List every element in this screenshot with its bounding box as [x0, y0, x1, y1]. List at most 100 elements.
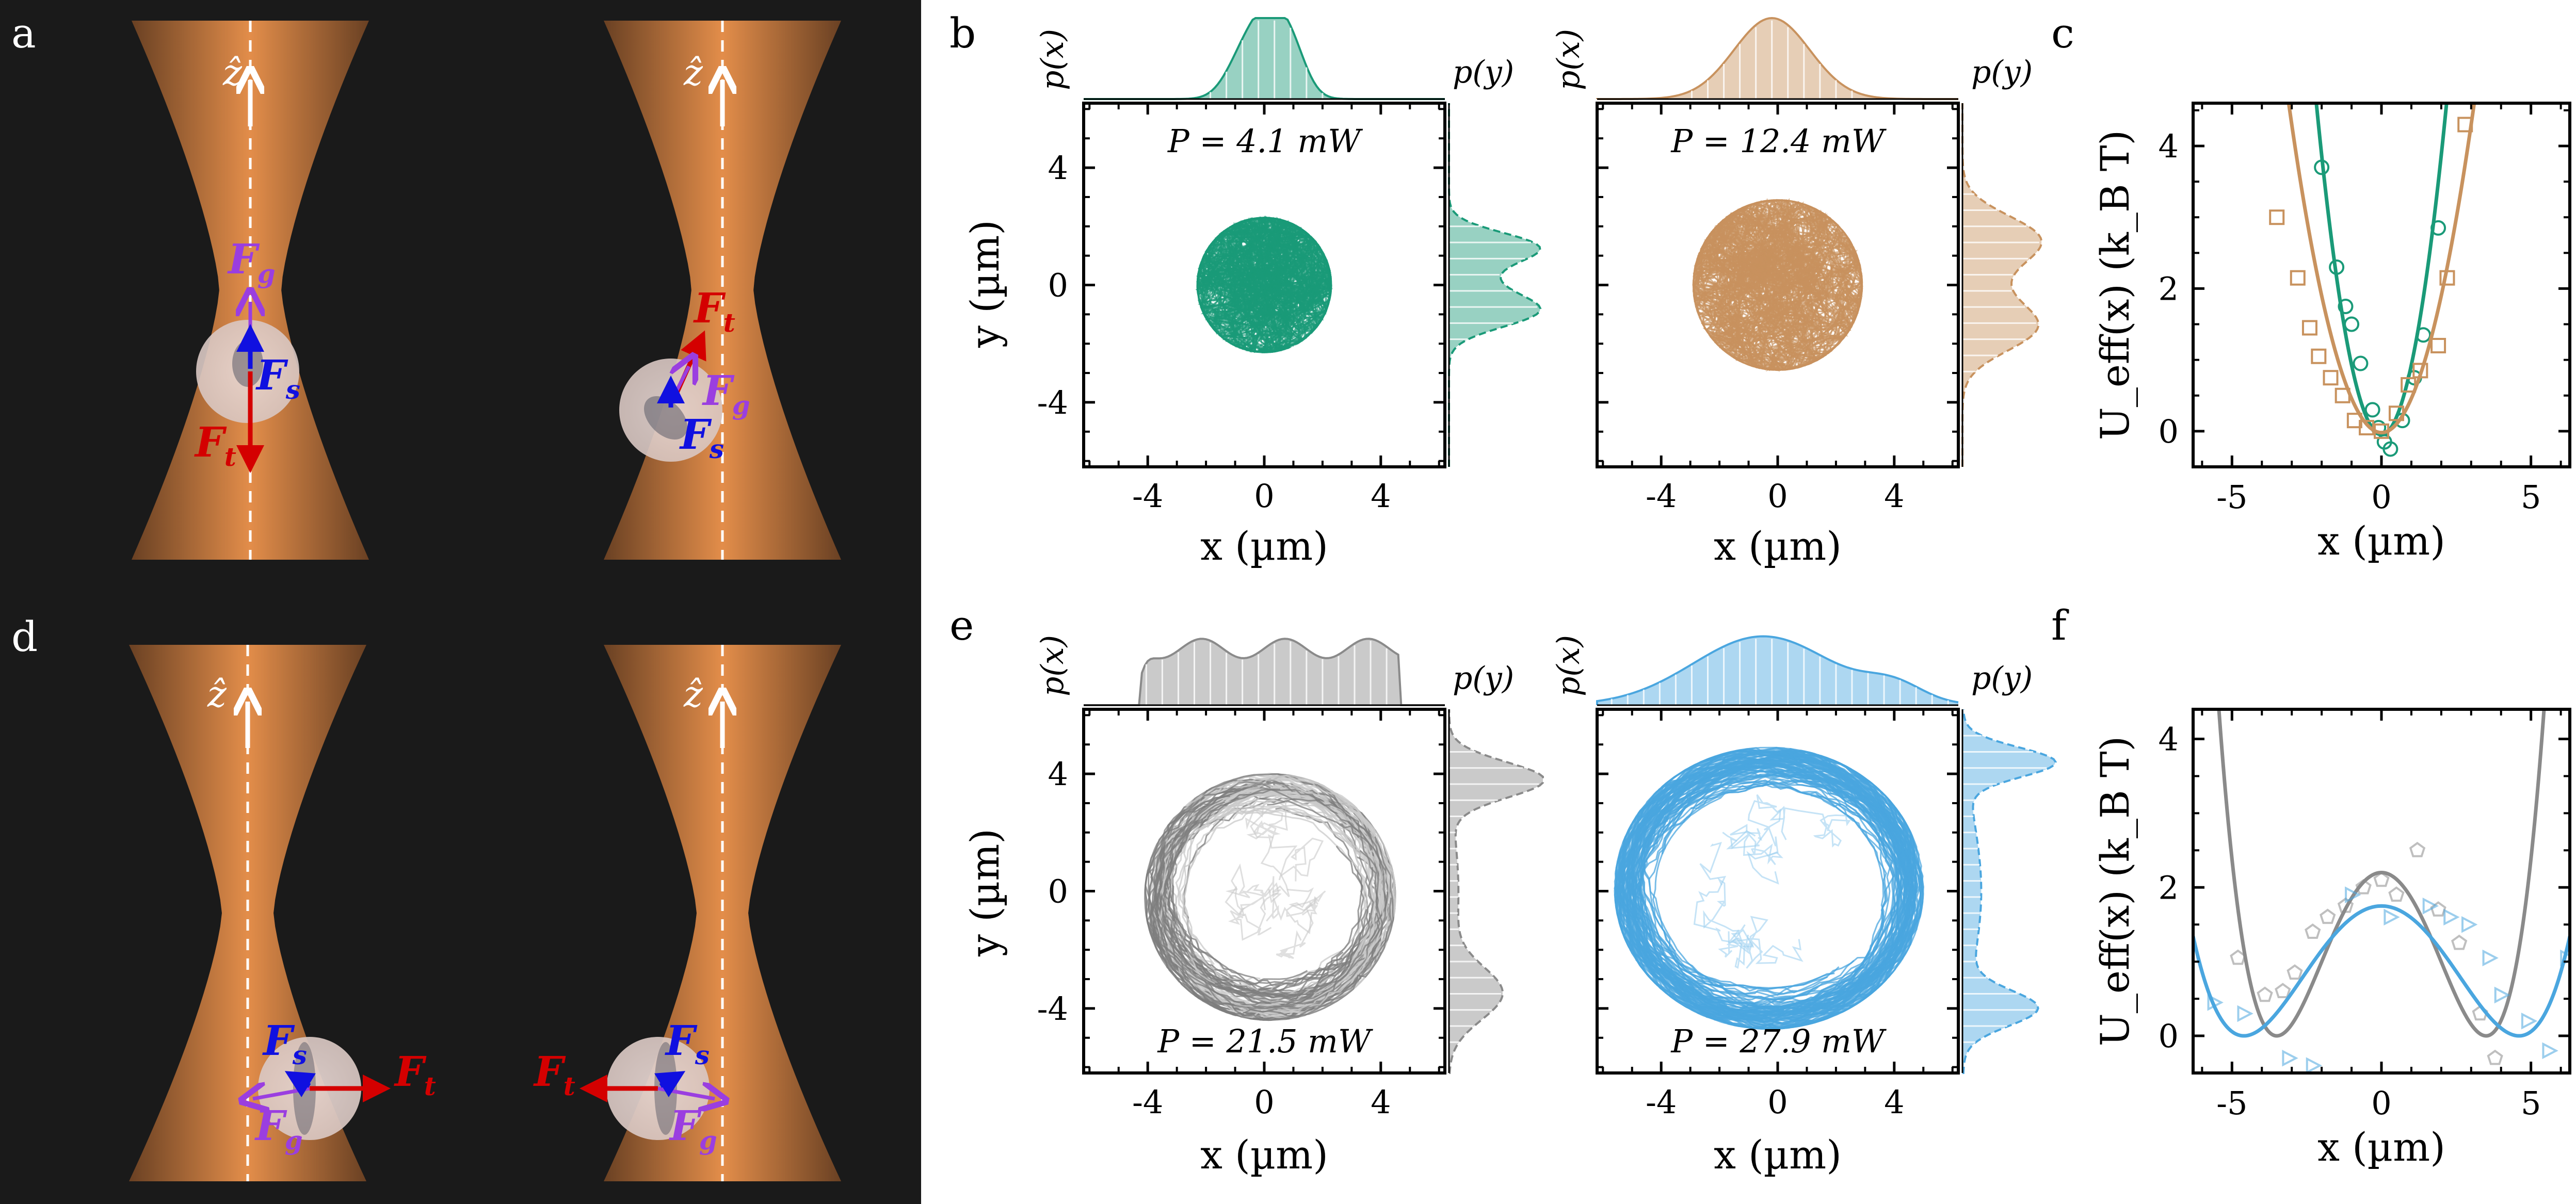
trajectory-segment: [1215, 258, 1283, 353]
trajectory-segment: [1616, 747, 1907, 1005]
data-point: [2275, 983, 2291, 999]
data-point: [2311, 348, 2327, 364]
px-label: p(x): [1035, 29, 1071, 90]
data-point: [2374, 423, 2389, 439]
trajectory-segment: [1245, 801, 1290, 898]
data-point: [2457, 117, 2473, 133]
x-tick-label: 5: [2521, 1084, 2541, 1122]
schematic-a-left: ẑ Fg Fs Ft: [194, 21, 300, 560]
histogram-py: [1448, 103, 1542, 467]
power-label: P = 12.4 mW: [1670, 122, 1887, 160]
y-axis-label: U_eff(x) (k_B T): [2092, 736, 2138, 1046]
trajectory-segment: [1240, 232, 1325, 310]
y-tick-label: 2: [2159, 869, 2179, 906]
trajectory-plot-e-left: P = 21.5 mW p(x) p(y): [1035, 635, 1544, 1075]
trajectory-segment: [1700, 207, 1804, 352]
trajectory-segment: [1174, 787, 1383, 976]
force-s-arrow: [654, 1071, 686, 1098]
force-g-label: Fg: [702, 366, 750, 420]
trajectory-segment: [1620, 750, 1873, 1030]
force-t-label: Ft: [693, 284, 735, 338]
x-tick-label: 0: [2371, 478, 2391, 516]
x-axis-label: x (µm): [1200, 523, 1328, 569]
histogram-px: [1084, 17, 1445, 100]
trajectory-cloud: [1692, 198, 1863, 372]
panel-letter-e: e: [949, 601, 974, 649]
y-tick-label: -4: [1037, 384, 1068, 421]
px-label: p(x): [1035, 635, 1071, 696]
trajectory-segment: [1628, 760, 1862, 1000]
px-label: p(x): [1551, 635, 1587, 696]
y-tick-label: 4: [2159, 127, 2179, 165]
x-axis-label: x (µm): [2317, 1124, 2445, 1170]
axis-ticks: -4 0 4 4 0 -4 -4 0 4: [1037, 103, 1958, 515]
plot-frame: [2192, 102, 2571, 468]
trajectory-segment: [1693, 841, 1749, 969]
histogram-px: [1596, 635, 1959, 706]
data-point: [2494, 986, 2511, 1004]
trajectory-segment: [1162, 820, 1364, 994]
particle-shadow: [232, 340, 263, 387]
trajectory-segment: [1777, 287, 1863, 338]
force-s-label: Fs: [255, 351, 300, 405]
panel-letter-f: f: [2051, 601, 2069, 649]
data-point: [2301, 320, 2317, 336]
panel-b: P = 4.1 mW p(x) p(y) P = 12.4 mW p(x) p(…: [962, 17, 2043, 569]
panel-f-potential-plot: -5 0 5 0 2 4 x (µm) U_eff(x) (k_B T): [2092, 708, 2571, 1170]
trajectory-segment: [1266, 896, 1318, 934]
data-point: [2388, 886, 2405, 902]
force-s-label: Fs: [665, 1016, 710, 1070]
x-tick-label: -4: [1646, 477, 1677, 515]
trajectory-segment: [1761, 291, 1856, 361]
trajectory-segment: [1726, 794, 1781, 885]
fit-curve-0: [2217, 709, 2546, 1038]
axis-ticks: -4 0 4 4 0 -4 -4 0 4: [1037, 709, 1958, 1121]
trajectory-segment: [1158, 789, 1392, 1021]
data-point: [2382, 441, 2398, 457]
data-point: [2359, 419, 2375, 435]
data-point: [2335, 387, 2350, 403]
fit-curve-1: [2193, 904, 2570, 1038]
data-point: [2401, 377, 2417, 393]
data-point: [2521, 1012, 2538, 1030]
x-tick-label: 0: [1254, 477, 1274, 515]
data-point: [2482, 949, 2499, 967]
x-tick-label: -4: [1132, 1083, 1163, 1121]
data-point: [2412, 363, 2428, 379]
power-label: P = 21.5 mW: [1157, 1022, 1373, 1060]
data-point: [2290, 270, 2306, 286]
fit-curve-1: [2287, 103, 2476, 435]
force-s-label: Fs: [679, 410, 724, 464]
trajectory-segment: [1618, 788, 1908, 1016]
trajectory-segment: [1156, 800, 1387, 1010]
histogram-px: [1596, 17, 1958, 100]
data-point: [2430, 338, 2446, 353]
trajectory-segment: [1626, 758, 1906, 1011]
y-tick-label: 2: [2159, 270, 2179, 307]
py-label: p(y): [1453, 54, 1514, 90]
data-point: [2364, 402, 2380, 418]
trajectory-segment: [1164, 774, 1390, 1013]
data-point: [2230, 949, 2246, 965]
panel-letter-b: b: [949, 9, 976, 57]
force-g-label: Fg: [227, 235, 276, 289]
force-g-label: Fg: [669, 1101, 717, 1156]
histogram-py: [1448, 709, 1544, 1074]
y-axis-label: y (µm): [962, 220, 1008, 348]
data-point: [2338, 298, 2354, 314]
data-point: [2384, 908, 2400, 926]
x-tick-label: -5: [2216, 1084, 2247, 1122]
data-point: [2323, 370, 2339, 386]
trajectory-plot-e-right: P = 27.9 mW p(x) p(y): [1551, 635, 2057, 1075]
force-t-label: Ft: [394, 1047, 436, 1101]
data-point: [2257, 986, 2273, 1002]
trajectory-segment: [1146, 795, 1394, 1021]
panel-letter-d: d: [11, 613, 38, 661]
trajectory-segment: [1769, 805, 1851, 848]
z-axis-label: ẑ: [683, 673, 703, 715]
trajectory-segment: [1768, 209, 1863, 281]
trajectory-ring: [1614, 746, 1924, 1030]
trajectory-segment: [1196, 220, 1284, 288]
histogram-py: [1961, 709, 2057, 1074]
data-point: [2314, 159, 2330, 175]
